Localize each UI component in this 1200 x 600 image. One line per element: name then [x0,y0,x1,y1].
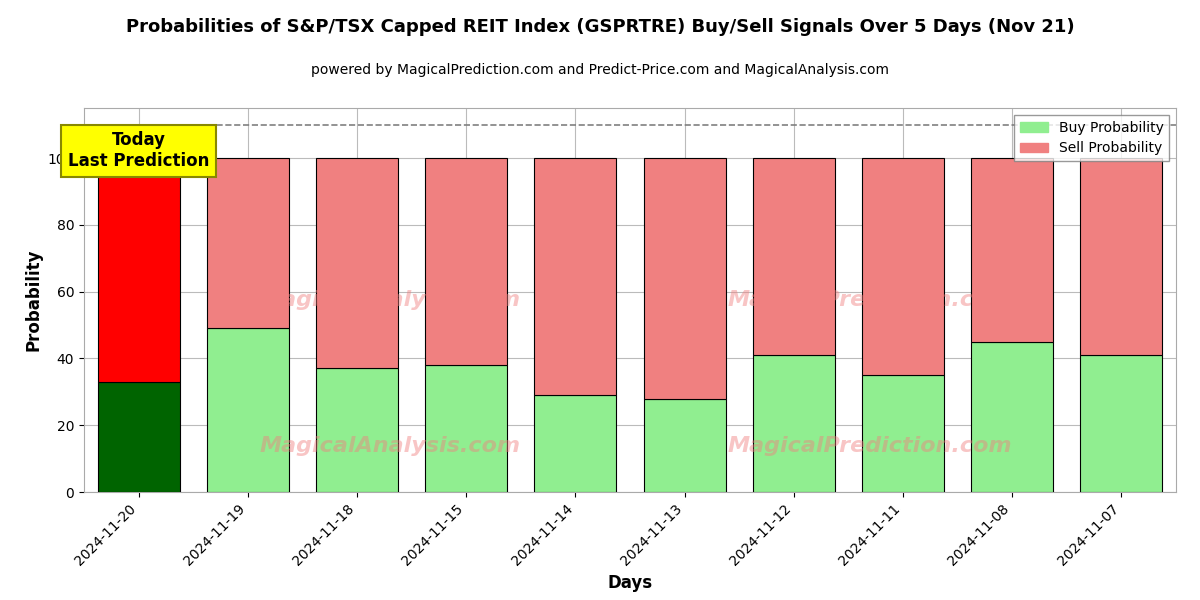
Bar [316,158,398,368]
Bar [971,342,1054,492]
Text: MagicalPrediction.com: MagicalPrediction.com [728,436,1013,456]
Bar [206,158,289,328]
Text: MagicalPrediction.com: MagicalPrediction.com [728,290,1013,310]
Bar [534,395,617,492]
X-axis label: Days: Days [607,574,653,592]
Bar [534,158,617,395]
Bar [752,355,835,492]
Text: MagicalAnalysis.com: MagicalAnalysis.com [259,436,521,456]
Bar [316,368,398,492]
Text: powered by MagicalPrediction.com and Predict-Price.com and MagicalAnalysis.com: powered by MagicalPrediction.com and Pre… [311,63,889,77]
Y-axis label: Probability: Probability [24,249,42,351]
Bar [425,365,508,492]
Bar [425,158,508,365]
Text: Probabilities of S&P/TSX Capped REIT Index (GSPRTRE) Buy/Sell Signals Over 5 Day: Probabilities of S&P/TSX Capped REIT Ind… [126,18,1074,36]
Bar [1080,355,1163,492]
Bar [206,328,289,492]
Text: MagicalAnalysis.com: MagicalAnalysis.com [259,290,521,310]
Bar [752,158,835,355]
Legend: Buy Probability, Sell Probability: Buy Probability, Sell Probability [1014,115,1169,161]
Bar [643,398,726,492]
Bar [971,158,1054,342]
Bar [862,158,944,375]
Bar [97,158,180,382]
Bar [97,382,180,492]
Bar [862,375,944,492]
Text: Today
Last Prediction: Today Last Prediction [68,131,209,170]
Bar [1080,158,1163,355]
Bar [643,158,726,398]
